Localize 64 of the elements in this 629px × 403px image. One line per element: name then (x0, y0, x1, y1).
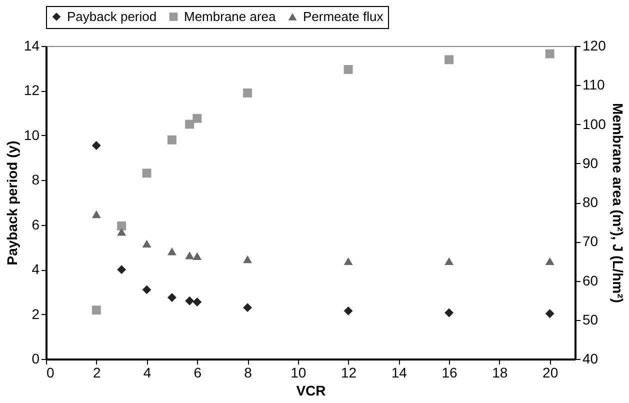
x-tick-label: 14 (391, 364, 408, 380)
x-tick-label: 4 (143, 364, 152, 380)
point (192, 252, 202, 260)
y2-tick-label: 50 (582, 311, 598, 328)
x-tick-label: 2 (92, 364, 101, 380)
y2-tick-label: 60 (582, 272, 598, 288)
y2-tick-label: 40 (582, 350, 598, 366)
y-tick-label: 6 (32, 216, 40, 232)
point (185, 251, 194, 260)
y-tick-label: 8 (32, 172, 40, 188)
point (117, 265, 126, 274)
point (545, 49, 554, 58)
point (142, 285, 152, 294)
y2-tick-label: 90 (582, 154, 598, 171)
y2-tick-label: 120 (582, 38, 606, 54)
point (344, 65, 353, 74)
point (185, 296, 194, 306)
point (444, 257, 454, 266)
y-tick-label: 2 (32, 306, 40, 322)
point (167, 293, 176, 302)
point (243, 255, 252, 264)
x-tick-label: 0 (46, 364, 54, 380)
y2-axis-title: Membrane area (m²), J (L/hm²) (610, 103, 626, 303)
x-tick-label: 6 (194, 364, 202, 380)
point (243, 88, 252, 98)
x-tick-label: 10 (290, 364, 306, 380)
point (142, 168, 152, 178)
y2-tick-label: 70 (582, 233, 598, 250)
point (444, 55, 454, 64)
point (117, 222, 126, 230)
point (185, 120, 194, 129)
y2-tick-label: 100 (582, 116, 606, 132)
point (192, 298, 202, 306)
legend-label: Permeate flux (303, 8, 384, 24)
x-tick-label: 12 (340, 364, 357, 380)
y-tick-label: 12 (24, 82, 40, 98)
y2-tick-label: 80 (582, 194, 598, 210)
point (117, 228, 126, 236)
point (344, 257, 353, 266)
point (444, 308, 454, 318)
point (545, 309, 554, 318)
y-tick-label: 4 (32, 261, 40, 278)
point (192, 114, 202, 123)
point (167, 248, 176, 256)
y2-tick-label: 110 (582, 76, 606, 93)
x-tick-label: 20 (542, 364, 558, 380)
y-tick-label: 0 (32, 350, 40, 366)
point (344, 306, 353, 316)
point (92, 306, 101, 315)
point (167, 135, 176, 144)
x-tick-label: 18 (492, 364, 508, 380)
y-axis-title: Payback period (y) (4, 140, 20, 266)
legend-label: Payback period (67, 8, 157, 24)
point (545, 257, 554, 266)
point (92, 210, 101, 218)
x-tick-label: 16 (442, 364, 458, 380)
point (142, 240, 152, 248)
y-tick-label: 14 (24, 38, 40, 54)
point (92, 141, 101, 150)
legend-label: Membrane area (184, 8, 277, 24)
x-tick-label: 8 (244, 364, 252, 380)
y-tick-label: 10 (24, 126, 40, 143)
x-axis-title: VCR (296, 382, 326, 398)
point (243, 303, 252, 312)
